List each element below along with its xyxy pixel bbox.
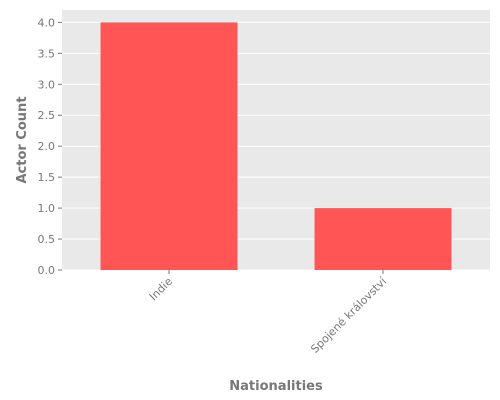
y-tick-label: 2.5 xyxy=(38,109,56,122)
y-tick-label: 3.5 xyxy=(38,47,56,60)
y-tick-label: 0.0 xyxy=(38,264,56,277)
y-tick-label: 3.0 xyxy=(38,78,56,91)
bar xyxy=(100,22,238,271)
y-tick-label: 2.0 xyxy=(38,140,56,153)
y-axis-ticks: 0.0 0.5 1.0 1.5 2.0 2.5 3.0 3.5 4.0 xyxy=(38,16,62,277)
x-axis-title: Nationalities xyxy=(229,379,323,394)
bars xyxy=(100,22,452,271)
y-axis-title: Actor Count xyxy=(15,96,30,183)
x-tick-label: Indie xyxy=(147,275,175,303)
y-tick-label: 1.0 xyxy=(38,202,56,215)
y-tick-label: 0.5 xyxy=(38,233,56,246)
bar xyxy=(314,208,452,270)
y-tick-label: 1.5 xyxy=(38,171,56,184)
x-tick-label: Spojené království xyxy=(308,274,389,355)
y-tick-label: 4.0 xyxy=(38,16,56,29)
x-axis-ticks: Indie Spojené království xyxy=(147,270,390,356)
